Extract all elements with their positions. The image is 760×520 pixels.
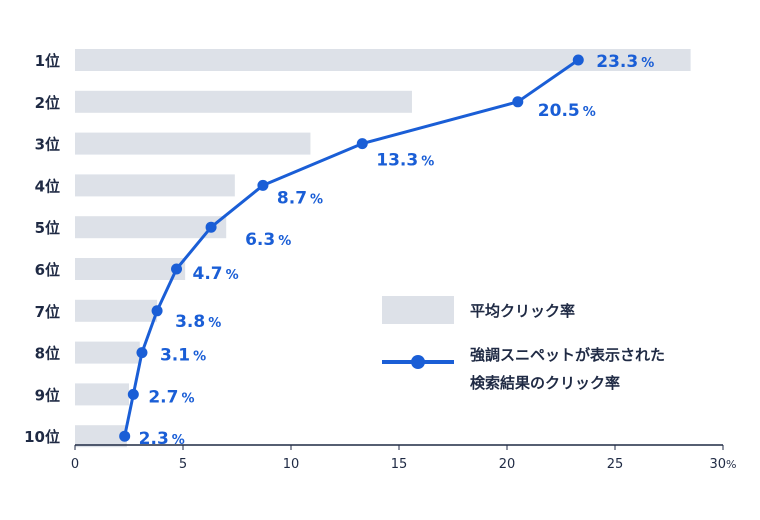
- legend-bar-label: 平均クリック率: [470, 302, 575, 320]
- data-label: 6.3%: [245, 230, 291, 250]
- x-tick-label: 25: [607, 457, 624, 472]
- line-point: [127, 388, 139, 400]
- bar: [75, 90, 412, 113]
- bar: [75, 425, 127, 448]
- legend-bar-swatch: [382, 296, 454, 324]
- bar: [75, 132, 311, 155]
- x-tick-label: 5: [179, 457, 187, 472]
- x-axis: 0 5 10 15 20 25 30%: [71, 444, 737, 472]
- category-label: 7位: [35, 303, 60, 321]
- line-point: [205, 221, 217, 233]
- legend-line-label-1: 強調スニペットが表示された: [470, 346, 665, 364]
- category-label: 4位: [35, 177, 60, 195]
- legend-line-marker: [411, 355, 425, 369]
- data-label: 2.3%: [139, 429, 185, 449]
- line-point: [257, 179, 269, 191]
- line-point: [119, 430, 131, 442]
- category-label: 8位: [35, 345, 60, 363]
- data-label: 13.3%: [376, 151, 434, 171]
- category-label: 1位: [35, 52, 60, 70]
- x-tick-label: 0: [71, 457, 79, 472]
- bar: [75, 174, 235, 197]
- data-label: 2.7%: [148, 387, 194, 407]
- bar-series: [75, 49, 691, 448]
- bar: [75, 216, 227, 239]
- legend: 平均クリック率 強調スニペットが表示された 検索結果のクリック率: [382, 296, 665, 392]
- line-point: [171, 263, 183, 275]
- bar: [75, 341, 140, 364]
- category-label: 5位: [35, 219, 60, 237]
- bar: [75, 49, 691, 71]
- x-tick-label: 10: [283, 457, 300, 472]
- category-label: 10位: [24, 428, 60, 446]
- x-tick-label: 30%: [710, 457, 737, 472]
- line-point: [136, 347, 148, 359]
- line-point: [356, 138, 368, 150]
- line-point: [151, 305, 163, 317]
- legend-line-label-2: 検索結果のクリック率: [470, 374, 620, 392]
- category-label: 2位: [35, 94, 60, 112]
- category-label: 6位: [35, 261, 60, 279]
- line-point: [572, 54, 584, 66]
- data-label: 4.7%: [193, 264, 239, 284]
- bar: [75, 258, 186, 280]
- category-label: 9位: [35, 386, 60, 404]
- line-point: [512, 96, 524, 108]
- data-label: 8.7%: [277, 188, 323, 208]
- x-tick-label: 20: [499, 457, 516, 472]
- data-label: 3.8%: [175, 312, 221, 332]
- data-label: 3.1%: [160, 346, 206, 366]
- bar: [75, 299, 158, 322]
- line-path: [123, 58, 580, 437]
- bar: [75, 383, 129, 406]
- x-axis-unit: %: [726, 458, 736, 471]
- x-tick-label: 15: [391, 457, 408, 472]
- data-label: 20.5%: [538, 101, 596, 121]
- category-labels: 1位 2位 3位 4位 5位 6位 7位 8位 9位 10位: [24, 52, 60, 446]
- category-label: 3位: [35, 136, 60, 154]
